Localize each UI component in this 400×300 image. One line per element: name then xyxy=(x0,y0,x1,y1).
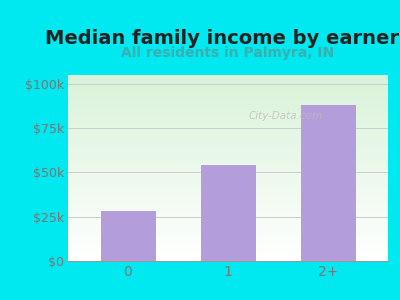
Bar xyxy=(100,212,156,261)
Text: City-Data.com: City-Data.com xyxy=(248,111,323,121)
Bar xyxy=(200,165,256,261)
Title: Median family income by earners: Median family income by earners xyxy=(45,29,400,48)
Text: All residents in Palmyra, IN: All residents in Palmyra, IN xyxy=(122,46,334,59)
Bar xyxy=(300,105,356,261)
